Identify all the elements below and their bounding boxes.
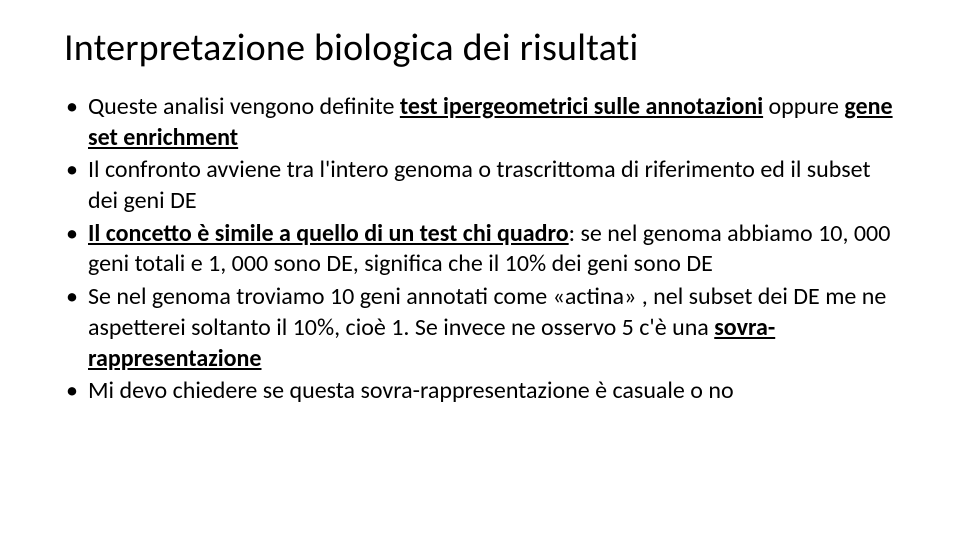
bullet-list: Queste analisi vengono definite test ipe… (64, 92, 896, 407)
emphasis-text: Il concetto è simile a quello di un test… (88, 219, 569, 248)
bullet-text: Queste analisi vengono definite (88, 92, 400, 121)
list-item: Mi devo chiedere se questa sovra-rappres… (64, 376, 896, 407)
bullet-text: Il confronto avviene tra l'intero genoma… (88, 155, 870, 215)
bullet-text: Mi devo chiedere se questa sovra-rappres… (88, 376, 734, 405)
list-item: Il concetto è simile a quello di un test… (64, 219, 896, 280)
bullet-text: oppure (763, 92, 844, 121)
list-item: Queste analisi vengono definite test ipe… (64, 92, 896, 153)
list-item: Il confronto avviene tra l'intero genoma… (64, 155, 896, 216)
slide: Interpretazione biologica dei risultati … (0, 0, 960, 540)
slide-title: Interpretazione biologica dei risultati (64, 28, 896, 70)
emphasis-text: test ipergeometrici sulle annotazioni (400, 92, 763, 121)
list-item: Se nel genoma troviamo 10 geni annotati … (64, 282, 896, 374)
